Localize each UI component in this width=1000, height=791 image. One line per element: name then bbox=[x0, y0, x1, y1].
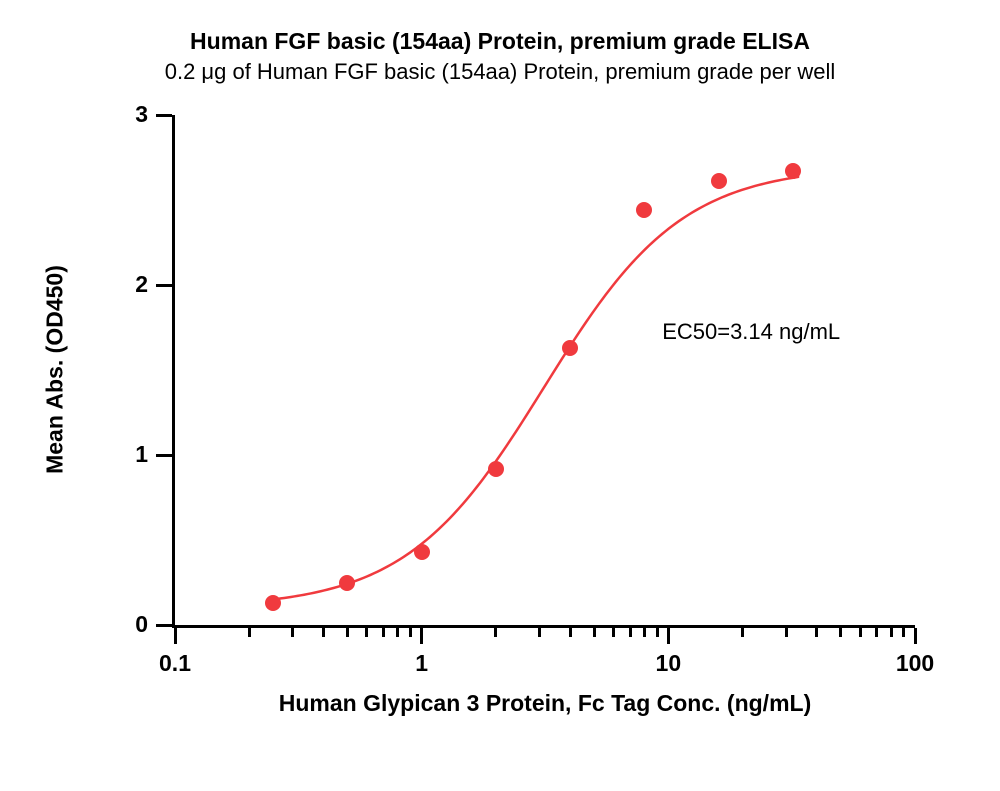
data-point bbox=[711, 173, 727, 189]
chart-container: Human FGF basic (154aa) Protein, premium… bbox=[0, 0, 1000, 791]
data-point bbox=[414, 544, 430, 560]
data-point bbox=[488, 461, 504, 477]
data-point bbox=[339, 575, 355, 591]
fit-curve bbox=[0, 0, 1000, 791]
data-point bbox=[562, 340, 578, 356]
data-point bbox=[265, 595, 281, 611]
data-point bbox=[785, 163, 801, 179]
data-point bbox=[636, 202, 652, 218]
